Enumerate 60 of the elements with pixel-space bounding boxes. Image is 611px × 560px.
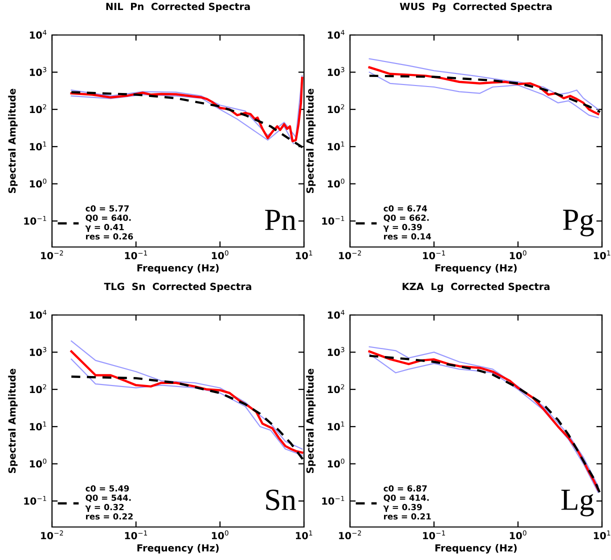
legend-label: c0 = 6.74 Q0 = 662. γ = 0.39 res = 0.14 (383, 205, 432, 240)
x-tick-label: 10$^{0}$ (212, 530, 228, 540)
x-tick-label: 10$^{−2}$ (339, 530, 361, 540)
y-tick-label: 10$^{1}$ (328, 422, 344, 430)
x-tick-label: 10$^{1}$ (296, 530, 312, 540)
y-tick-label: 10$^{0}$ (30, 178, 46, 188)
x-axis-title: Frequency (Hz) (137, 264, 219, 274)
y-tick-label: 10$^{4}$ (30, 30, 46, 39)
x-axis-title: Frequency (Hz) (137, 544, 219, 554)
legend-label: c0 = 6.87 Q0 = 414. γ = 0.39 res = 0.21 (383, 485, 431, 520)
x-tick-label: 10$^{−2}$ (41, 530, 63, 540)
y-tick-label: 10$^{2}$ (328, 384, 344, 394)
x-tick-label: 10$^{−2}$ (41, 250, 63, 260)
x-tick-label: 10$^{−1}$ (423, 530, 446, 540)
x-tick-label: 10$^{1}$ (296, 250, 312, 260)
y-tick-label: 10$^{−1}$ (322, 496, 344, 505)
y-tick-label: 10$^{3}$ (328, 67, 344, 76)
x-axis-title: Frequency (Hz) (435, 264, 517, 274)
x-tick-label: 10$^{−1}$ (423, 250, 446, 260)
y-tick-label: 10$^{0}$ (328, 458, 344, 468)
x-tick-label: 10$^{−1}$ (125, 250, 148, 260)
x-tick-label: 10$^{−1}$ (125, 530, 148, 540)
chart-title: NIL Pn Corrected Spectra (106, 2, 250, 12)
y-tick-label: 10$^{4}$ (30, 310, 46, 319)
y-tick-label: 10$^{0}$ (328, 178, 344, 188)
y-tick-label: 10$^{−1}$ (24, 216, 46, 225)
y-tick-label: 10$^{4}$ (328, 310, 344, 319)
annotation: Pg (563, 210, 594, 236)
y-tick-label: 10$^{−1}$ (24, 496, 46, 505)
y-axis-title: Spectral Amplitude (8, 88, 18, 194)
x-tick-label: 10$^{1}$ (594, 530, 610, 540)
annotation: Pn (265, 210, 296, 230)
y-tick-label: 10$^{2}$ (30, 384, 46, 394)
x-tick-label: 10$^{0}$ (510, 530, 526, 540)
annotation: Sn (266, 490, 296, 510)
x-axis-title: Frequency (Hz) (435, 544, 517, 554)
legend-label: c0 = 5.77 Q0 = 640. γ = 0.41 res = 0.26 (85, 205, 133, 240)
y-axis-title: Spectral Amplitude (306, 368, 316, 474)
y-axis-title: Spectral Amplitude (8, 368, 18, 474)
chart-title: KZA Lg Corrected Spectra (402, 282, 550, 292)
y-tick-label: 10$^{2}$ (328, 104, 344, 114)
x-tick-label: 10$^{0}$ (510, 250, 526, 260)
y-tick-label: 10$^{3}$ (30, 67, 46, 76)
y-tick-label: 10$^{3}$ (30, 347, 46, 356)
legend-label: c0 = 5.49 Q0 = 544. γ = 0.32 res = 0.22 (85, 485, 133, 520)
y-tick-label: 10$^{1}$ (328, 142, 344, 150)
x-tick-label: 10$^{−2}$ (339, 250, 361, 260)
y-tick-label: 10$^{1}$ (30, 142, 46, 150)
y-axis-title: Spectral Amplitude (306, 88, 316, 194)
chart-title: TLG Sn Corrected Spectra (104, 282, 252, 292)
x-tick-label: 10$^{0}$ (212, 250, 228, 260)
y-tick-label: 10$^{3}$ (328, 347, 344, 356)
y-tick-label: 10$^{−1}$ (322, 216, 344, 225)
chart-title: WUS Pg Corrected Spectra (400, 2, 552, 12)
y-tick-label: 10$^{2}$ (30, 104, 46, 114)
y-tick-label: 10$^{4}$ (328, 30, 344, 39)
y-tick-label: 10$^{0}$ (30, 458, 46, 468)
y-tick-label: 10$^{1}$ (30, 422, 46, 430)
x-tick-label: 10$^{1}$ (594, 250, 610, 260)
annotation: Lg (561, 490, 594, 516)
